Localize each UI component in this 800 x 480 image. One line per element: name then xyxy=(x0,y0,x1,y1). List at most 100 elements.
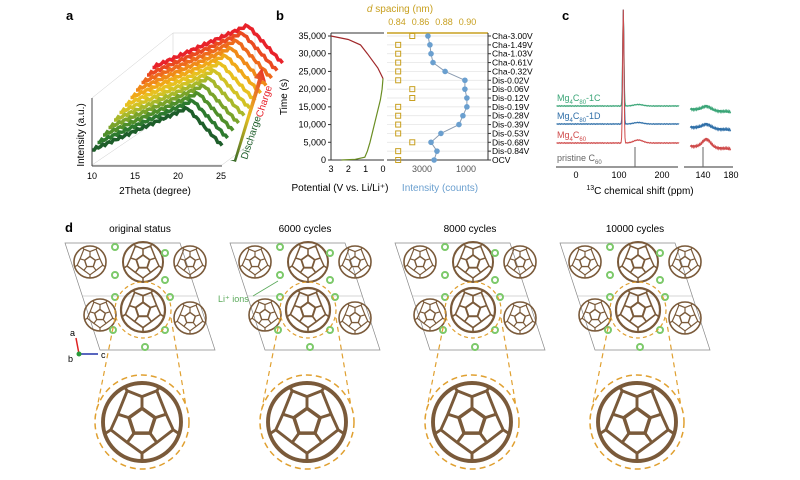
li-ion xyxy=(656,249,664,257)
panel-label-b: b xyxy=(276,8,284,23)
li-ion xyxy=(656,276,664,284)
label-part: C xyxy=(573,93,580,103)
panel-b-top-xticks: 0.84 0.86 0.88 0.90 xyxy=(388,17,476,27)
intensity-point xyxy=(442,68,448,75)
state-label: OCV xyxy=(492,155,511,165)
xrd-curve xyxy=(147,30,279,77)
nmr-trace-right xyxy=(689,104,732,114)
li-ion xyxy=(606,271,614,279)
state-label: Dis-0.68V xyxy=(492,137,530,147)
discharge-curve xyxy=(341,78,384,161)
ytick-label: 35,000 xyxy=(298,31,326,41)
li-ion xyxy=(326,249,334,257)
axis-label-b: b xyxy=(68,354,73,364)
axis-triad: a b c xyxy=(68,328,106,364)
li-ion xyxy=(141,343,149,351)
panel-c-xtick: 0 xyxy=(573,170,578,180)
axis-label-a: a xyxy=(70,328,75,338)
panel-b-right-xlabel: Intensity (counts) xyxy=(402,183,478,194)
zoom-line xyxy=(94,317,116,419)
xlabel-superscript: 13 xyxy=(586,185,594,192)
zoom-circle xyxy=(259,374,355,470)
structure-title: 8000 cycles xyxy=(444,224,497,235)
intensity-point xyxy=(428,139,434,146)
nmr-trace-right xyxy=(689,122,732,132)
li-ion xyxy=(111,243,119,251)
xrd-curve xyxy=(119,67,251,115)
label-part: 80 xyxy=(579,118,586,124)
label-part: -1C xyxy=(586,93,601,103)
potential-tick: 2 xyxy=(346,164,351,174)
d-spacing-point xyxy=(409,95,416,101)
d-spacing-point xyxy=(395,77,402,84)
li-ion xyxy=(491,276,499,284)
d-spacing-point xyxy=(409,139,416,146)
state-label: Cha-0.32V xyxy=(492,66,533,76)
intensity-point xyxy=(464,104,470,110)
structure-panel: 10000 cycles xyxy=(559,224,711,470)
li-ion xyxy=(491,249,499,257)
d-spacing-point xyxy=(395,130,402,137)
intensity-point xyxy=(428,50,434,57)
panel-a-ylabel: Intensity (a.u.) xyxy=(76,103,87,166)
fullerene-molecule xyxy=(173,301,207,335)
li-ion xyxy=(606,243,614,251)
fullerene-molecule xyxy=(284,286,332,334)
intensity-point xyxy=(425,33,431,39)
fullerene-molecule xyxy=(338,301,372,335)
panel-b-intensity-tick: 1000 xyxy=(456,164,476,174)
panel-label-a: a xyxy=(66,8,74,23)
panel-a-xlabel: 2Theta (degree) xyxy=(119,186,191,197)
zoom-circle xyxy=(94,374,190,470)
ytick-label: 25,000 xyxy=(298,66,326,76)
label-part: Mg xyxy=(557,130,570,140)
panel-a-curves xyxy=(92,22,284,152)
zoom-line xyxy=(424,317,446,419)
ytick-label: 10,000 xyxy=(298,120,326,130)
axis-label-c: c xyxy=(101,350,106,360)
state-label: Cha-3.00V xyxy=(492,31,533,41)
highlight-circle xyxy=(444,281,502,339)
fullerene-molecule xyxy=(617,241,659,283)
d-spacing-point xyxy=(395,50,402,57)
panel-a-xtick: 10 xyxy=(87,171,97,181)
zoom-line xyxy=(170,317,189,419)
xrd-curve xyxy=(92,105,224,152)
panel-c-xtick: 140 xyxy=(695,170,710,180)
intensity-point xyxy=(456,121,462,128)
li-ion xyxy=(496,293,504,301)
label-part: 60 xyxy=(579,137,586,143)
li-ion xyxy=(471,343,479,351)
ytick-label: 20,000 xyxy=(298,84,326,94)
state-label: Dis-0.12V xyxy=(492,93,530,103)
xrd-curve xyxy=(125,60,257,107)
panel-b-left-xlabel: Potential (V vs. Li/Li⁺) xyxy=(292,183,389,194)
xrd-curve xyxy=(152,22,284,70)
a-axis-arrow xyxy=(75,337,80,355)
state-label: Cha-1.03V xyxy=(492,49,533,59)
intensity-point xyxy=(427,42,433,48)
potential-tick: 3 xyxy=(328,164,333,174)
series-label: Mg4C80-1C xyxy=(557,93,601,106)
fullerene-molecule xyxy=(403,245,437,279)
series-label: pristine C60 xyxy=(557,153,602,166)
label-part: 80 xyxy=(579,100,586,106)
d-spacing-tick: 0.88 xyxy=(435,17,453,27)
panel-b-intensity-tick: 3000 xyxy=(412,164,432,174)
intensity-point xyxy=(430,59,436,66)
zoom-circle xyxy=(424,374,520,470)
state-label: Cha-1.49V xyxy=(492,40,533,50)
intensity-point xyxy=(431,157,437,163)
panel-a-xtick: 15 xyxy=(130,171,140,181)
xrd-curve xyxy=(108,82,240,130)
xrd-curve xyxy=(103,90,235,137)
panel-a-xtick: 20 xyxy=(173,171,183,181)
nmr-trace-left xyxy=(556,9,680,145)
intensity-point xyxy=(460,112,466,119)
fullerene-molecule xyxy=(413,298,447,332)
label-part: C xyxy=(573,111,580,121)
zoom-line xyxy=(665,317,684,419)
state-label: Dis-0.06V xyxy=(492,84,530,94)
